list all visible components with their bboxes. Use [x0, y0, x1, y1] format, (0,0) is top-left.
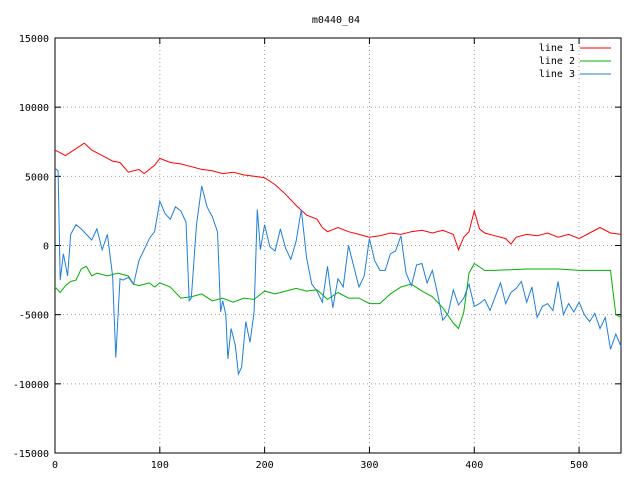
legend-label-1: line 1	[539, 43, 575, 54]
series-group	[54, 142, 622, 376]
chart-title: m0440_04	[312, 15, 360, 26]
x-tick-label: 0	[52, 460, 58, 471]
x-tick-label: 200	[256, 460, 274, 471]
x-tick-label: 500	[570, 460, 588, 471]
y-tick-label: 15000	[19, 34, 49, 45]
x-tick-label: 400	[465, 460, 483, 471]
y-tick-label: 0	[43, 242, 49, 253]
series-line-2	[54, 262, 622, 330]
y-tick-label: 10000	[19, 103, 49, 114]
legend: line 1 line 2 line 3	[539, 43, 611, 80]
legend-label-3: line 3	[539, 69, 575, 80]
series-line-3	[54, 167, 622, 376]
axes: 0 100 200 300 400 500 -15000 -10000 -5000 0 5000 10…	[13, 34, 622, 471]
y-tick-label: -5000	[19, 311, 49, 322]
x-tick-label: 300	[360, 460, 378, 471]
grid	[55, 38, 621, 453]
series-line-1	[54, 142, 622, 252]
legend-label-2: line 2	[539, 56, 575, 67]
y-tick-label: -15000	[13, 449, 49, 460]
y-tick-label: -10000	[13, 380, 49, 391]
y-tick-label: 5000	[25, 172, 49, 183]
x-tick-label: 100	[151, 460, 169, 471]
